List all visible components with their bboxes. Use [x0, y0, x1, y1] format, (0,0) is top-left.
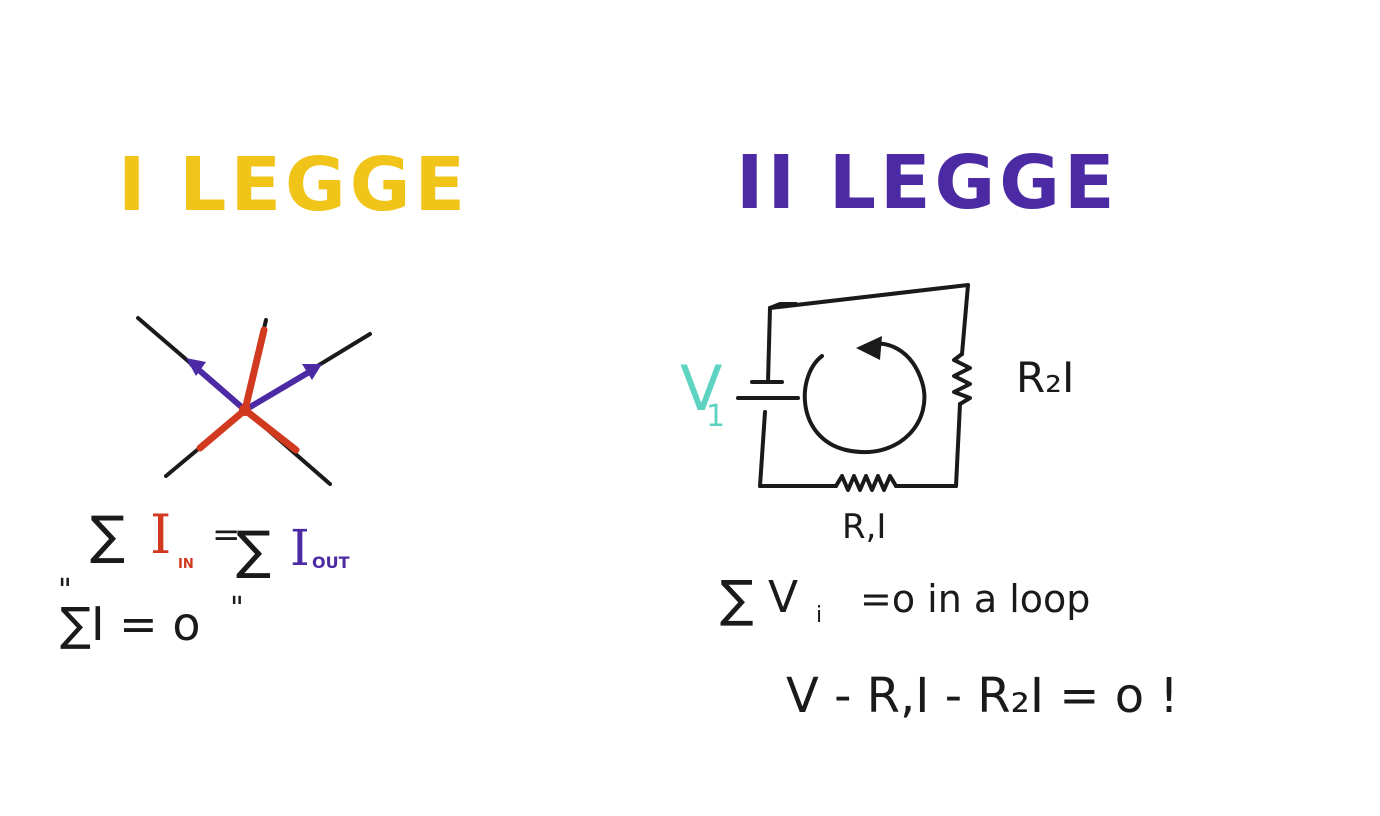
current-out-letter: I: [290, 519, 310, 577]
r1-drop-label: R,I: [842, 507, 886, 547]
loop-circuit: [736, 283, 972, 492]
source-label: V: [680, 352, 722, 425]
wire-left-upper: [766, 306, 772, 384]
current-in-lower-left: [196, 406, 249, 452]
r2-drop-label: R₂I: [1016, 353, 1074, 402]
kvl-rule: ∑ V i =o in a loop: [720, 570, 1090, 628]
note-close-quote: ": [230, 591, 244, 626]
law1-title: I LEGGE: [118, 142, 469, 228]
current-in-letter: I: [150, 503, 171, 566]
note-equation: ∑I = o: [60, 597, 201, 651]
arrowhead-out-left: [186, 358, 206, 376]
rule-text: =o in a loop: [860, 577, 1090, 621]
current-out-sub: OUT: [312, 553, 350, 572]
junction-point: [239, 404, 251, 416]
loop-direction-arrow: [802, 341, 927, 454]
current-in-sub: IN: [178, 557, 194, 572]
current-out-arrow-right: [242, 365, 319, 413]
kcl-equals: =: [212, 515, 241, 555]
current-in-top: [241, 326, 268, 414]
wire-top-edge: [768, 283, 970, 310]
current-in-lower-right: [241, 406, 300, 454]
note-open-quote: ": [58, 573, 72, 608]
rule-voltage: V: [768, 572, 798, 623]
law2-title: II LEGGE: [736, 140, 1119, 226]
source-subscript: 1: [706, 399, 725, 434]
kcl-equation: ∑ I IN = ∑ I OUT: [90, 503, 350, 581]
rule-subscript: i: [816, 603, 822, 628]
kcl-note: " ∑I = o ": [58, 573, 244, 651]
resistor-r1: [834, 474, 898, 492]
loop-arrowhead: [856, 336, 882, 360]
rule-sum-symbol: ∑: [720, 570, 754, 628]
wire-left-lower: [758, 410, 767, 488]
sum-symbol-in: ∑: [90, 506, 125, 566]
arrowhead-out-right: [302, 364, 322, 380]
sum-symbol-out: ∑: [236, 521, 271, 581]
junction-node-diagram: [136, 316, 372, 486]
wire-top-corner: [768, 302, 798, 310]
wire-right-upper: [960, 283, 970, 356]
wire-right-lower: [954, 402, 962, 488]
kvl-example: V - R,I - R₂I = o !: [786, 668, 1179, 724]
current-out-arrow-left: [189, 361, 248, 413]
resistor-r2: [952, 352, 972, 406]
